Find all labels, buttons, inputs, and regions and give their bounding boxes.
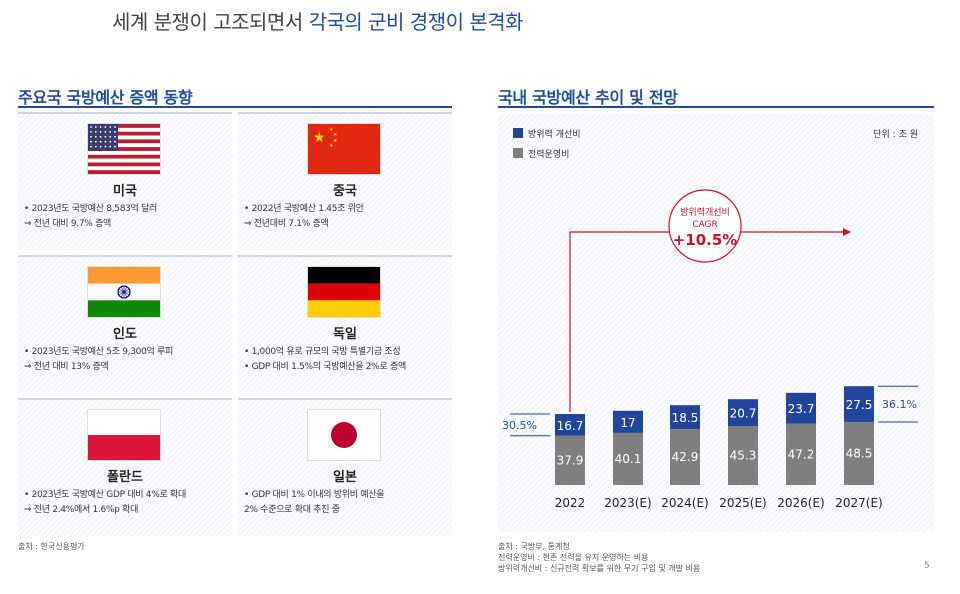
page-number: 5 [924,561,930,571]
cagr-value: +10.5% [673,231,738,249]
x-tick-label: 2022 [555,496,586,510]
data-label-improvement: 17 [620,416,635,430]
x-tick-label: 2025(E) [719,496,766,510]
cagr-arrow-head [843,228,851,236]
country-info-line: ⇒ 전년 대비 9.7% 증액 [24,219,112,229]
title-highlight: 각국의 군비 경쟁이 본격화 [308,10,524,34]
right-section-title: 국내 국방예산 추이 및 전망 [498,88,678,107]
germany-flag [308,267,380,317]
bar-improvement [555,414,585,436]
bar-improvement [786,392,816,424]
bar-operations [844,421,874,485]
country-name: 인도 [113,327,137,342]
legend-label-improvement: 방위력 개선비 [528,128,581,140]
page-title: 세계 분쟁이 고조되면서 각국의 군비 경쟁이 본격화 [112,6,524,35]
data-label-improvement: 16.7 [557,419,584,433]
legend-swatch-operations [513,148,523,158]
source-line: 전력운영비 : 현존 전력을 유지 운영하는 비용 [498,553,649,562]
data-label-operations: 45.3 [730,449,757,463]
country-card: 미국 • 2023년도 국방예산 8,583억 달러 ⇒ 전년 대비 9.7% 증… [18,112,232,250]
country-info-line: • 2022년 국방예산 1.45조 위안 [244,204,364,214]
left-source: 출처 : 한국신용평가 [18,542,85,551]
cagr-label: CAGR [692,220,718,230]
country-info-line: • 1,000억 유로 규모의 국방 특별기금 조성 [244,347,401,357]
bar-operations [786,423,816,485]
x-tick-label: 2026(E) [777,496,824,510]
data-label-operations: 42.9 [672,450,699,464]
bar-operations [670,429,700,485]
data-label-operations: 40.1 [615,452,642,466]
bar-operations [555,435,585,485]
country-info-line: ⇒ 전년대비 7.1% 증액 [244,219,329,229]
share-label-2027: 36.1% [882,398,917,411]
country-name: 독일 [333,327,357,342]
cagr-circle [668,189,742,263]
svg-text:★: ★ [333,132,338,138]
country-info-line: 2% 수준으로 확대 추진 중 [244,505,340,515]
data-label-operations: 47.2 [788,447,815,461]
cagr-label: 방위력개선비 [680,206,730,218]
china-flag: ★ ★ ★ ★ ★ [308,124,380,174]
country-info: • GDP 대비 1% 이내의 방위비 예산을 2% 수준으로 확대 추진 중 [244,488,385,518]
data-label-improvement: 23.7 [788,402,815,416]
cagr-arrow-line [569,231,843,413]
svg-text:★: ★ [313,130,326,146]
data-label-improvement: 18.5 [672,411,699,425]
bar-improvement [728,399,758,427]
data-label-improvement: 27.5 [846,398,873,412]
bar-improvement [613,410,643,433]
x-tick-label: 2027(E) [835,496,882,510]
us-flag [88,124,160,174]
country-name: 중국 [333,184,357,199]
country-info-line: • 2023년도 국방예산 GDP 대비 4%로 확대 [24,490,186,500]
country-name: 미국 [113,184,137,199]
right-section-divider [498,106,934,108]
svg-text:★: ★ [329,127,334,133]
country-card: 인도 • 2023년도 국방예산 5조 9,300억 루피 ⇒ 전년 대비 13%… [18,255,232,393]
unit-label: 단위 : 조 원 [873,129,918,140]
country-info-line: ⇒ 전년 대비 13% 증액 [24,362,109,372]
country-card: 독일 • 1,000억 유로 규모의 국방 특별기금 조성 • GDP 대비 1.5… [238,255,452,393]
poland-flag [88,410,160,460]
legend-label-operations: 전력운영비 [528,148,569,160]
source-line: 출처 : 국방부, 통계청 [498,542,570,551]
bar-operations [613,432,643,485]
country-card: ★ ★ ★ ★ ★ 중국 • 2022년 국방예산 1.45조 위안 ⇒ 전년대비 7.1%… [238,112,452,250]
data-label-operations: 37.9 [557,453,584,467]
left-section-title: 주요국 국방예산 증액 동향 [18,88,193,107]
bar-improvement [844,386,874,422]
x-tick-label: 2024(E) [661,496,708,510]
title-main: 세계 분쟁이 고조되면서 [112,10,303,34]
country-info: • 2023년도 국방예산 8,583억 달러 ⇒ 전년 대비 9.7% 증액 [24,202,157,232]
country-name: 폴란드 [107,470,143,485]
bar-improvement [670,405,700,430]
country-info-line: • 2023년도 국방예산 5조 9,300억 루피 [24,347,174,357]
right-source: 출처 : 국방부, 통계청 전력운영비 : 현존 전력을 유지 운영하는 비용 … [498,541,700,574]
country-card: 일본 • GDP 대비 1% 이내의 방위비 예산을 2% 수준으로 확대 추진 … [238,398,452,536]
share-label-2022: 30.5% [502,419,537,432]
x-tick-label: 2023(E) [604,496,651,510]
country-card: 폴란드 • 2023년도 국방예산 GDP 대비 4%로 확대 ⇒ 전년 2.4%… [18,398,232,536]
data-label-improvement: 20.7 [730,407,757,421]
bar-operations [728,426,758,485]
country-name: 일본 [333,470,357,485]
japan-flag [308,410,380,460]
source-line: 방위력개선비 : 신규전력 확보를 위한 무기 구입 및 개발 비용 [498,564,701,573]
country-info-line: ⇒ 전년 2.4%에서 1.6%p 확대 [24,505,139,515]
left-section-divider [18,106,452,108]
india-flag [88,267,160,317]
country-info-line: • 2023년도 국방예산 8,583억 달러 [24,204,158,214]
country-info-line: • GDP 대비 1% 이내의 방위비 예산을 [244,490,385,500]
country-info: • 2023년도 국방예산 GDP 대비 4%로 확대 ⇒ 전년 2.4%에서 … [24,488,186,518]
country-info-line: • GDP 대비 1.5%의 국방예산을 2%로 증액 [244,362,406,372]
country-info: • 1,000억 유로 규모의 국방 특별기금 조성 • GDP 대비 1.5%의… [244,345,406,375]
legend-swatch-improvement [513,128,523,138]
svg-text:★: ★ [333,138,338,144]
svg-text:★: ★ [329,143,334,149]
country-info: • 2023년도 국방예산 5조 9,300억 루피 ⇒ 전년 대비 13% 증… [24,345,173,375]
data-label-operations: 48.5 [846,446,873,460]
country-info: • 2022년 국방예산 1.45조 위안 ⇒ 전년대비 7.1% 증액 [244,202,364,232]
